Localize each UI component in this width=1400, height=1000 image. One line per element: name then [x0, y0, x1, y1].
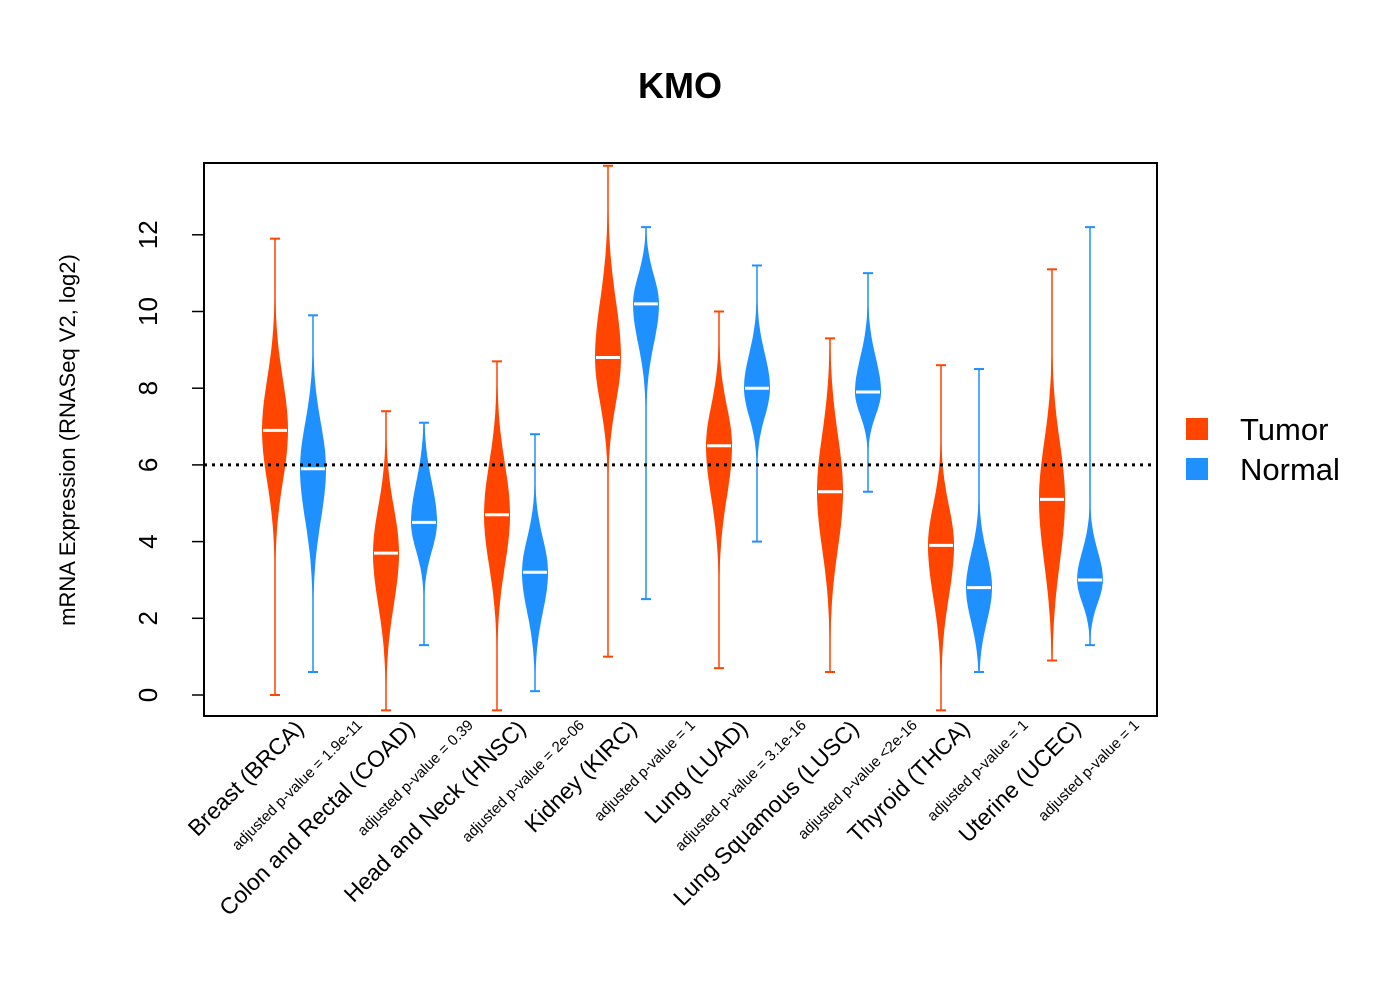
tumor-violin-body [595, 165, 621, 657]
tumor-violin-body [373, 411, 399, 711]
tumor-violin-body [484, 361, 510, 711]
tumor-violin-body [262, 238, 288, 695]
legend-swatch-normal [1186, 458, 1208, 480]
tumor-violin-body [706, 311, 732, 669]
normal-violin-8 [1077, 226, 1103, 647]
tumor-violin-2 [373, 410, 399, 712]
normal-violin-body [1077, 227, 1103, 646]
y-tick-label: 10 [133, 297, 163, 326]
legend-swatch-tumor [1186, 418, 1208, 440]
normal-violin-body [633, 227, 659, 600]
normal-violin-5 [744, 264, 770, 543]
plot-frame [203, 162, 1158, 717]
normal-violin-body [411, 422, 437, 646]
tumor-violin-6 [817, 337, 843, 673]
y-tick-label: 2 [133, 611, 163, 625]
tumor-violin-body [928, 365, 954, 711]
normal-violin-4 [633, 226, 659, 601]
y-tick-label: 12 [133, 220, 163, 249]
normal-violin-1 [300, 314, 326, 673]
normal-violin-body [522, 434, 548, 692]
legend-label-normal: Normal [1240, 452, 1340, 487]
category-label: Lung (LUAD) [639, 715, 752, 828]
plot-area [203, 162, 1158, 717]
legend: Tumor Normal [1186, 412, 1340, 487]
category-label: Breast (BRCA) [183, 715, 309, 841]
y-axis: 0 2 4 6 8 10 12 [133, 220, 205, 702]
normal-violin-body [300, 315, 326, 672]
y-tick-label: 6 [133, 458, 163, 472]
y-tick-label: 0 [133, 688, 163, 702]
tumor-violin-5 [706, 310, 732, 670]
normal-violin-body [855, 273, 881, 492]
category-label: Colon and Rectal (COAD) [214, 715, 419, 920]
chart-title: KMO [638, 65, 722, 106]
normal-violin-2 [411, 421, 437, 647]
tumor-violin-4 [595, 164, 621, 658]
normal-violin-3 [522, 433, 548, 693]
tumor-violin-7 [928, 364, 954, 712]
x-axis-labels: Breast (BRCA)adjusted p-value = 1.9e-11C… [183, 715, 1143, 920]
normal-violin-body [744, 265, 770, 542]
normal-violin-body [966, 369, 992, 672]
tumor-violin-1 [262, 237, 288, 696]
normal-violin-7 [966, 368, 992, 673]
tumor-violin-3 [484, 360, 510, 712]
normal-violin-6 [855, 272, 881, 493]
legend-label-tumor: Tumor [1240, 412, 1328, 447]
y-tick-label: 8 [133, 381, 163, 395]
tumor-violin-body [817, 338, 843, 672]
y-tick-label: 4 [133, 534, 163, 548]
y-axis-label: mRNA Expression (RNASeq V2, log2) [55, 254, 80, 626]
